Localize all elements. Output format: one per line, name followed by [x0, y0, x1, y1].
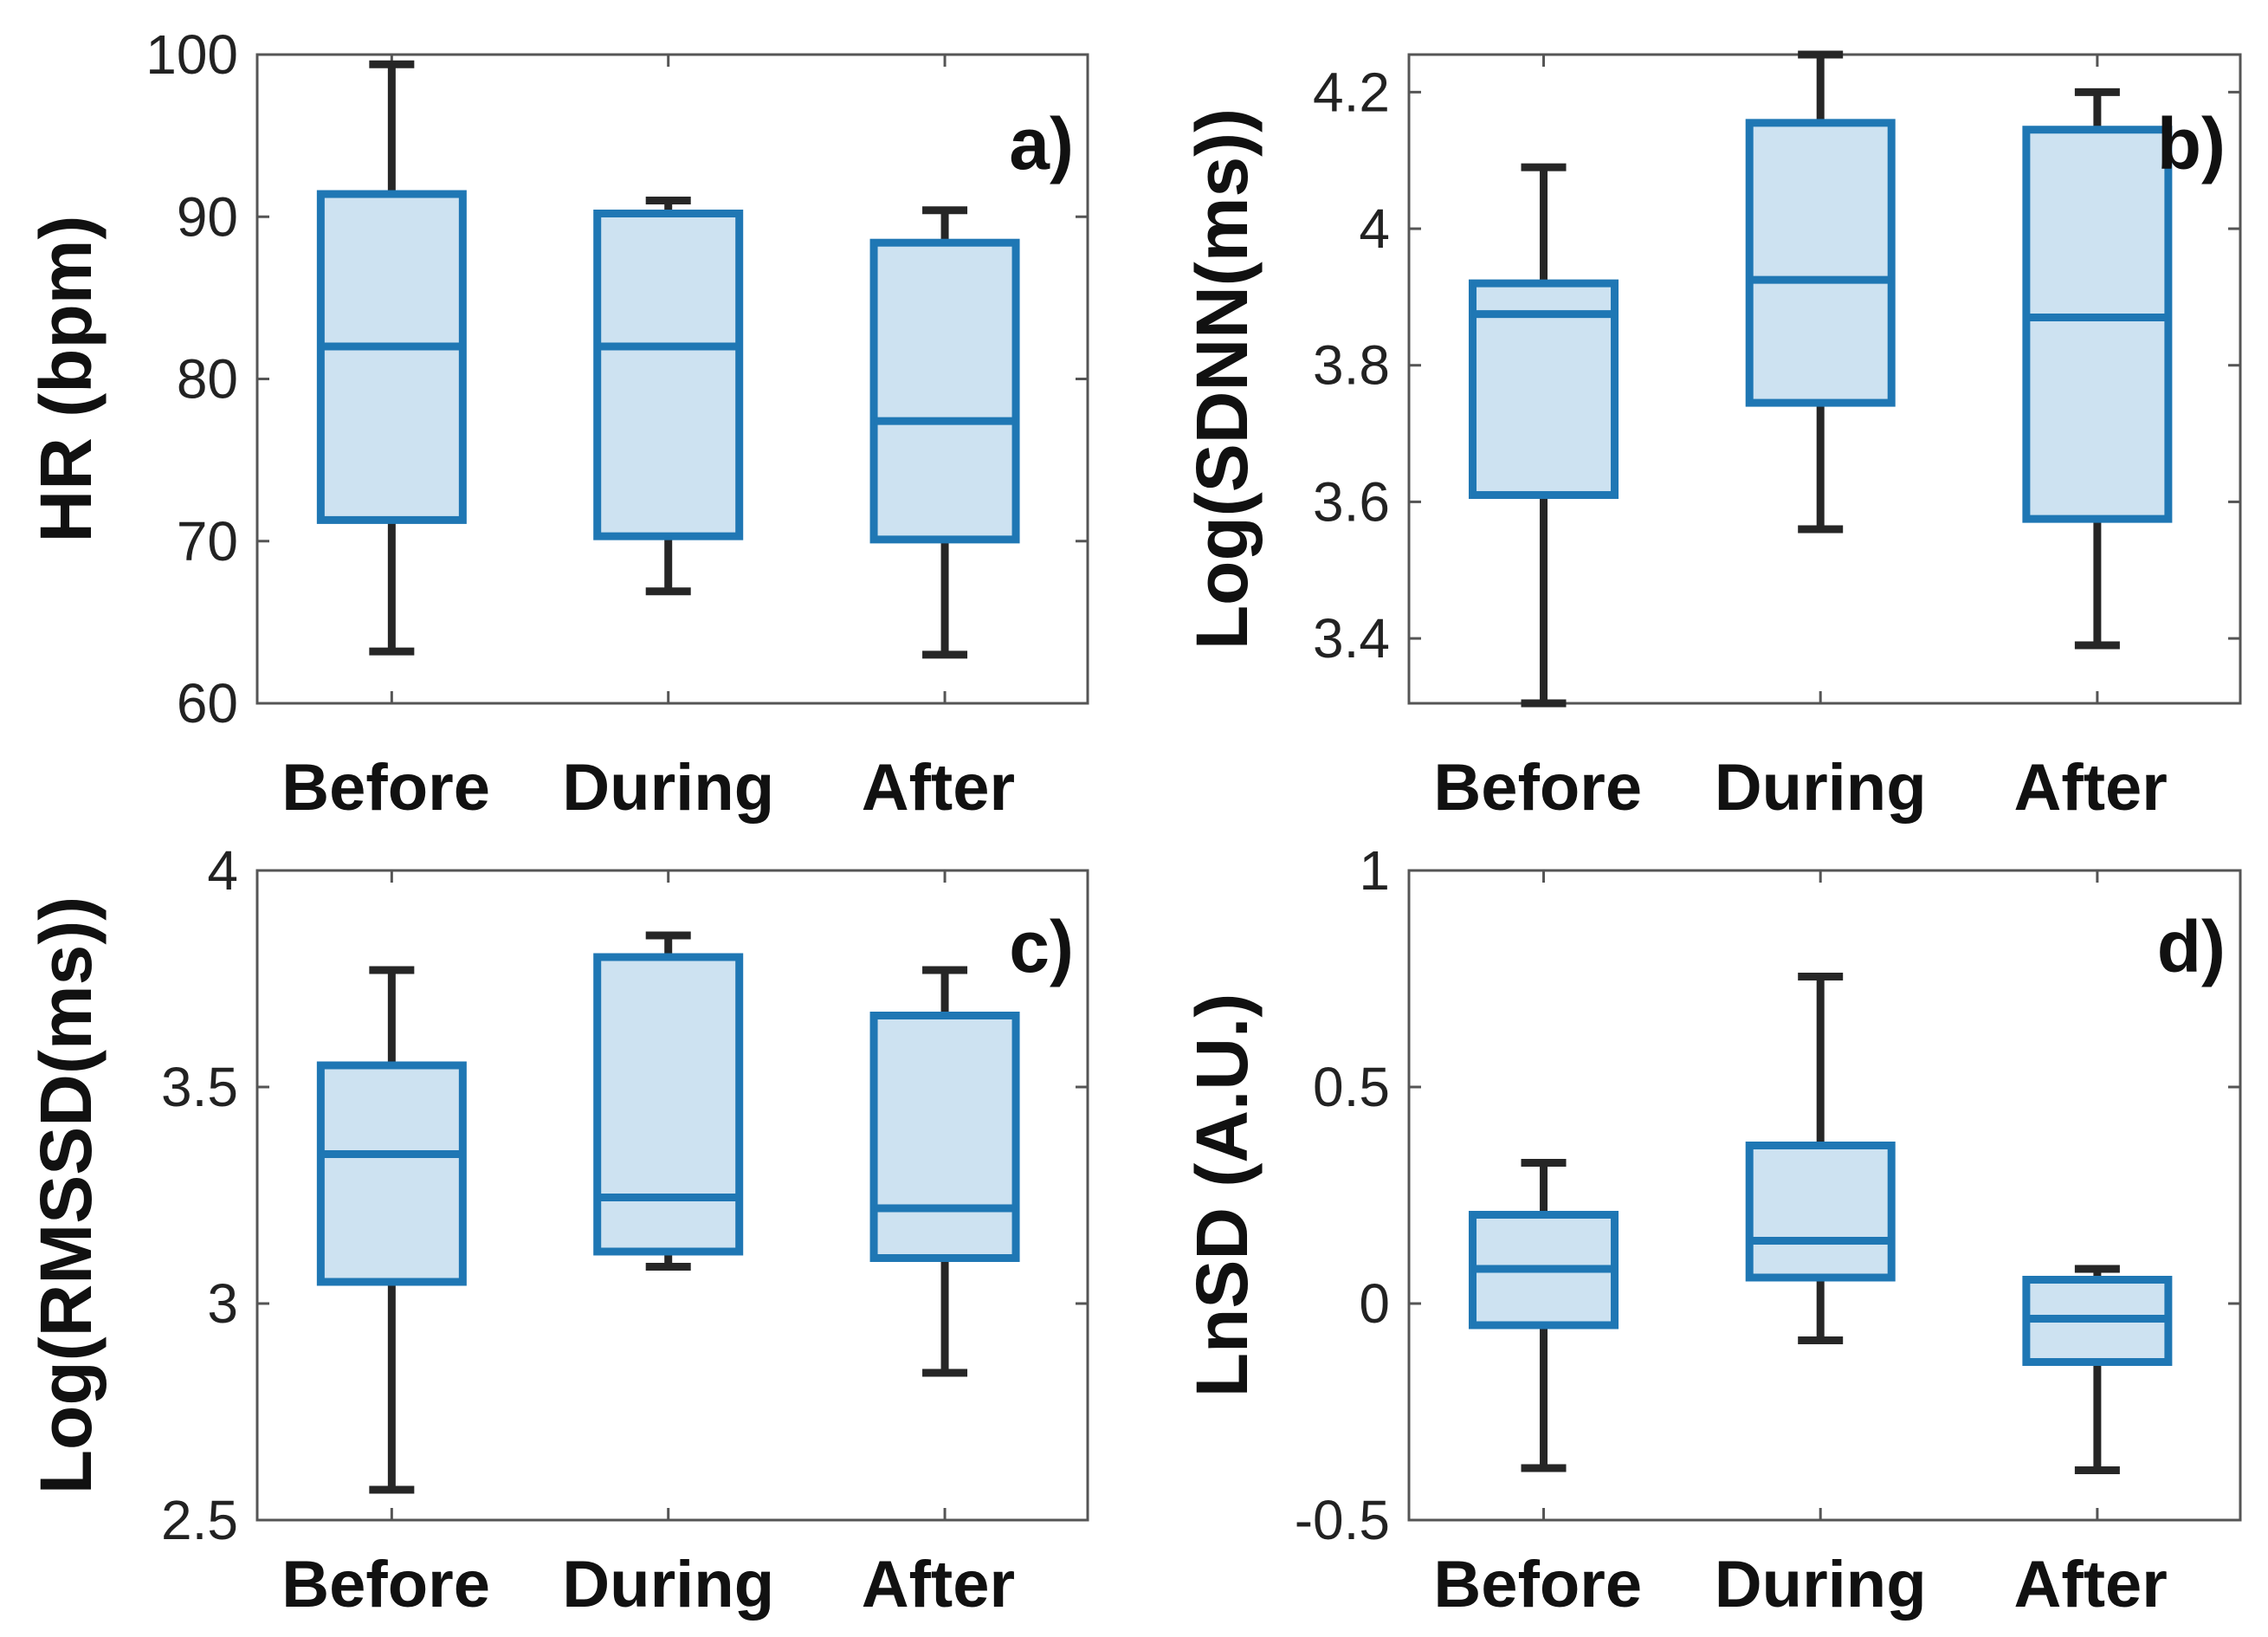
y-tick-label: 4 [207, 839, 238, 902]
x-category-label: During [1715, 751, 1927, 825]
iqr-box [869, 1012, 1020, 1262]
iqr-box [1469, 279, 1619, 500]
y-tick-label: 3.5 [161, 1056, 238, 1118]
iqr-box [316, 190, 467, 524]
box-before [1469, 163, 1619, 708]
y-tick-label: 4 [1359, 197, 1390, 260]
x-category-label: During [1715, 1548, 1927, 1621]
y-tick-label: 4.2 [1313, 61, 1390, 123]
box-before [316, 966, 467, 1494]
x-category-label: After [862, 1548, 1015, 1621]
y-axis-title: Log(RMSSD(ms)) [25, 896, 107, 1495]
y-axis-title: LnSD (A.U.) [1181, 993, 1263, 1398]
box-during [593, 931, 744, 1271]
panel-c: 2.5 3 3.5 4 Before During After Log(RMSSD(ms)) c… [25, 839, 1089, 1621]
x-category-label: Before [1433, 751, 1642, 825]
y-tick-label: 80 [177, 348, 238, 411]
y-tick-label: 0 [1359, 1272, 1390, 1335]
y-tick-label: 70 [177, 510, 238, 573]
x-category-label: Before [1433, 1548, 1642, 1621]
iqr-box [2022, 126, 2173, 523]
y-tick-label: 3 [207, 1272, 238, 1335]
panel-b: 3.4 3.6 3.8 4 4.2 Before During After Log(SDNN(m… [1181, 50, 2242, 825]
y-tick-label: 3.4 [1313, 607, 1390, 670]
iqr-box [869, 238, 1020, 544]
y-axis-title: Log(SDNN(ms)) [1181, 108, 1263, 650]
box-after [869, 206, 1020, 659]
y-tick-label: 60 [177, 672, 238, 734]
box-during [1745, 973, 1896, 1344]
y-tick-label: 100 [145, 23, 238, 86]
panel-label: c) [1009, 906, 1074, 987]
x-category-label: During [562, 751, 774, 825]
iqr-box [593, 210, 744, 540]
x-category-label: After [2014, 751, 2168, 825]
panel-label: d) [2157, 906, 2226, 987]
box-during [1745, 50, 1896, 534]
y-axis-title: HR (bpm) [25, 216, 107, 543]
iqr-box [1745, 1142, 1896, 1282]
y-tick-label: 3.8 [1313, 334, 1390, 397]
x-category-label: After [862, 751, 1015, 825]
x-category-label: After [2014, 1548, 2168, 1621]
y-tick-label: 90 [177, 185, 238, 248]
x-category-label: Before [281, 751, 490, 825]
box-after [869, 966, 1020, 1377]
iqr-box [316, 1061, 467, 1286]
y-tick-label: 2.5 [161, 1489, 238, 1551]
panel-d: -0.5 0 0.5 1 Before During After LnSD (A.U.) d) [1181, 839, 2242, 1621]
box-after [2022, 87, 2173, 650]
x-category-label: During [562, 1548, 774, 1621]
panel-a: 60 70 80 90 100 Before During After HR (bpm) a) [25, 23, 1089, 825]
axes-frame [1407, 869, 2242, 1522]
box-after [2022, 1265, 2173, 1474]
x-category-label: Before [281, 1548, 490, 1621]
panel-label: b) [2157, 103, 2226, 184]
panel-label: a) [1009, 103, 1074, 184]
box-before [1469, 1159, 1619, 1472]
y-tick-label: 3.6 [1313, 470, 1390, 533]
iqr-box [593, 953, 744, 1256]
y-tick-label: 1 [1359, 839, 1390, 902]
iqr-box [1745, 119, 1896, 407]
box-before [316, 60, 467, 656]
y-tick-label: 0.5 [1313, 1056, 1390, 1118]
y-tick-label: -0.5 [1295, 1489, 1390, 1551]
box-during [593, 197, 744, 596]
axes-frame [255, 869, 1089, 1522]
